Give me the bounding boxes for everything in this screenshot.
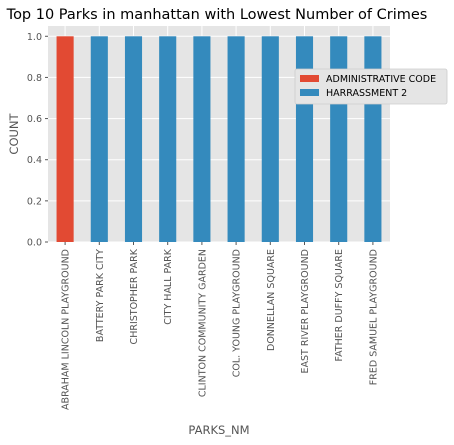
y-tick-label: 0.6 [27, 114, 42, 125]
bar [91, 36, 108, 242]
y-tick-label: 0.2 [27, 196, 42, 207]
bar [57, 36, 74, 242]
chart-title: Top 10 Parks in manhattan with Lowest Nu… [6, 7, 428, 23]
x-tick-label: CITY HALL PARK [163, 248, 174, 325]
legend-swatch [300, 89, 319, 96]
bar [330, 36, 347, 242]
bar [296, 36, 313, 242]
legend-swatch [300, 75, 319, 82]
x-tick-label: CLINTON COMMUNITY GARDEN [197, 249, 208, 397]
bar [228, 36, 245, 242]
y-tick-label: 0.4 [27, 155, 42, 166]
x-tick-label: CHRISTOPHER PARK [129, 248, 140, 344]
y-tick-label: 1.0 [27, 32, 42, 43]
x-tick-label: EAST RIVER PLAYGROUND [300, 249, 311, 374]
legend-label: ADMINISTRATIVE CODE [326, 74, 436, 85]
bar [159, 36, 176, 242]
y-tick-label: 0.0 [27, 238, 42, 249]
x-tick-label: BATTERY PARK CITY [95, 249, 106, 342]
legend-label: HARRASSMENT 2 [326, 88, 407, 99]
bar [125, 36, 142, 242]
x-tick-label: DONNELLAN SQUARE [266, 249, 277, 351]
bar [193, 36, 210, 242]
x-axis-label: PARKS_NM [188, 423, 249, 437]
y-tick-label: 0.8 [27, 73, 42, 84]
x-tick-label: FRED SAMUEL PLAYGROUND [368, 249, 379, 385]
x-tick-label: ABRAHAM LINCOLN PLAYGROUND [61, 249, 72, 410]
bar [364, 36, 381, 242]
x-axis-ticks: ABRAHAM LINCOLN PLAYGROUND BATTERY PARK C… [61, 242, 380, 410]
x-tick-label: COL. YOUNG PLAYGROUND [232, 249, 243, 377]
y-axis-ticks: 0.0 0.2 0.4 0.6 0.8 1.0 [27, 32, 48, 249]
bar [262, 36, 279, 242]
x-tick-label: FATHER DUFFY SQUARE [334, 249, 345, 362]
legend: ADMINISTRATIVE CODE HARRASSMENT 2 [295, 69, 447, 104]
y-axis-label: COUNT [7, 112, 21, 154]
